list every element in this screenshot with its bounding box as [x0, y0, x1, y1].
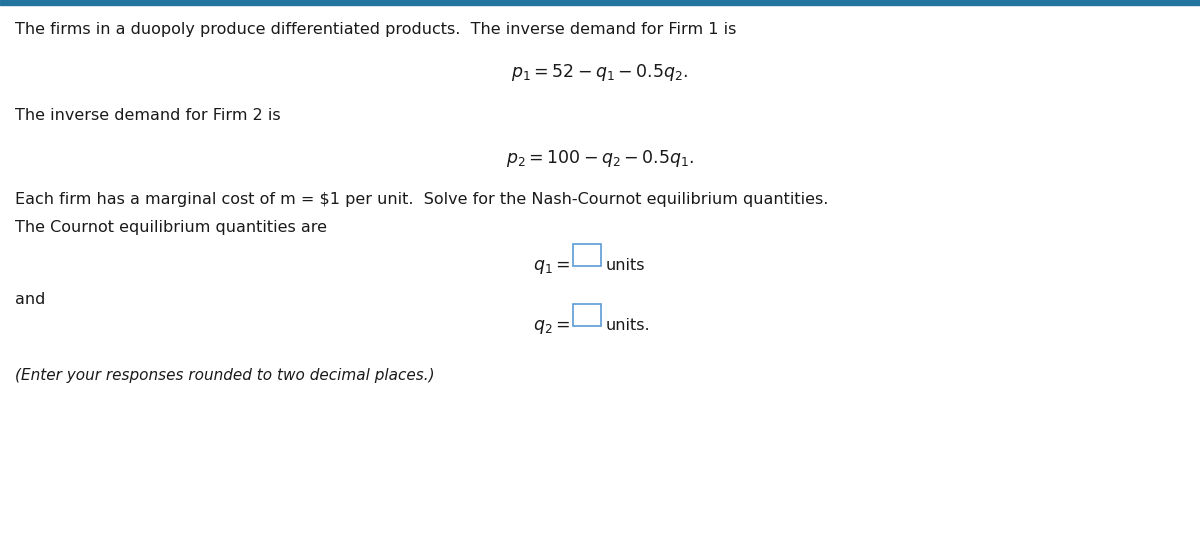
Text: The inverse demand for Firm 2 is: The inverse demand for Firm 2 is [14, 108, 281, 123]
Text: Each firm has a marginal cost of m = $1 per unit.  Solve for the Nash-Cournot eq: Each firm has a marginal cost of m = $1 … [14, 192, 828, 207]
Text: $p_1 = 52 - q_1 - 0.5q_2.$: $p_1 = 52 - q_1 - 0.5q_2.$ [511, 62, 689, 83]
Text: $q_1 =$: $q_1 =$ [533, 258, 570, 276]
Text: (Enter your responses rounded to two decimal places.): (Enter your responses rounded to two dec… [14, 368, 434, 383]
Text: The firms in a duopoly produce differentiated products.  The inverse demand for : The firms in a duopoly produce different… [14, 22, 737, 37]
Text: $p_2 = 100 - q_2 - 0.5q_1.$: $p_2 = 100 - q_2 - 0.5q_1.$ [506, 148, 694, 169]
Bar [0, 0, 1200, 5]
FancyBboxPatch shape [574, 244, 601, 266]
Text: units: units [606, 258, 646, 273]
Text: The Cournot equilibrium quantities are: The Cournot equilibrium quantities are [14, 220, 326, 235]
FancyBboxPatch shape [574, 304, 601, 326]
Text: and: and [14, 292, 46, 307]
Text: $q_2 =$: $q_2 =$ [533, 318, 570, 336]
Text: units.: units. [606, 318, 650, 333]
